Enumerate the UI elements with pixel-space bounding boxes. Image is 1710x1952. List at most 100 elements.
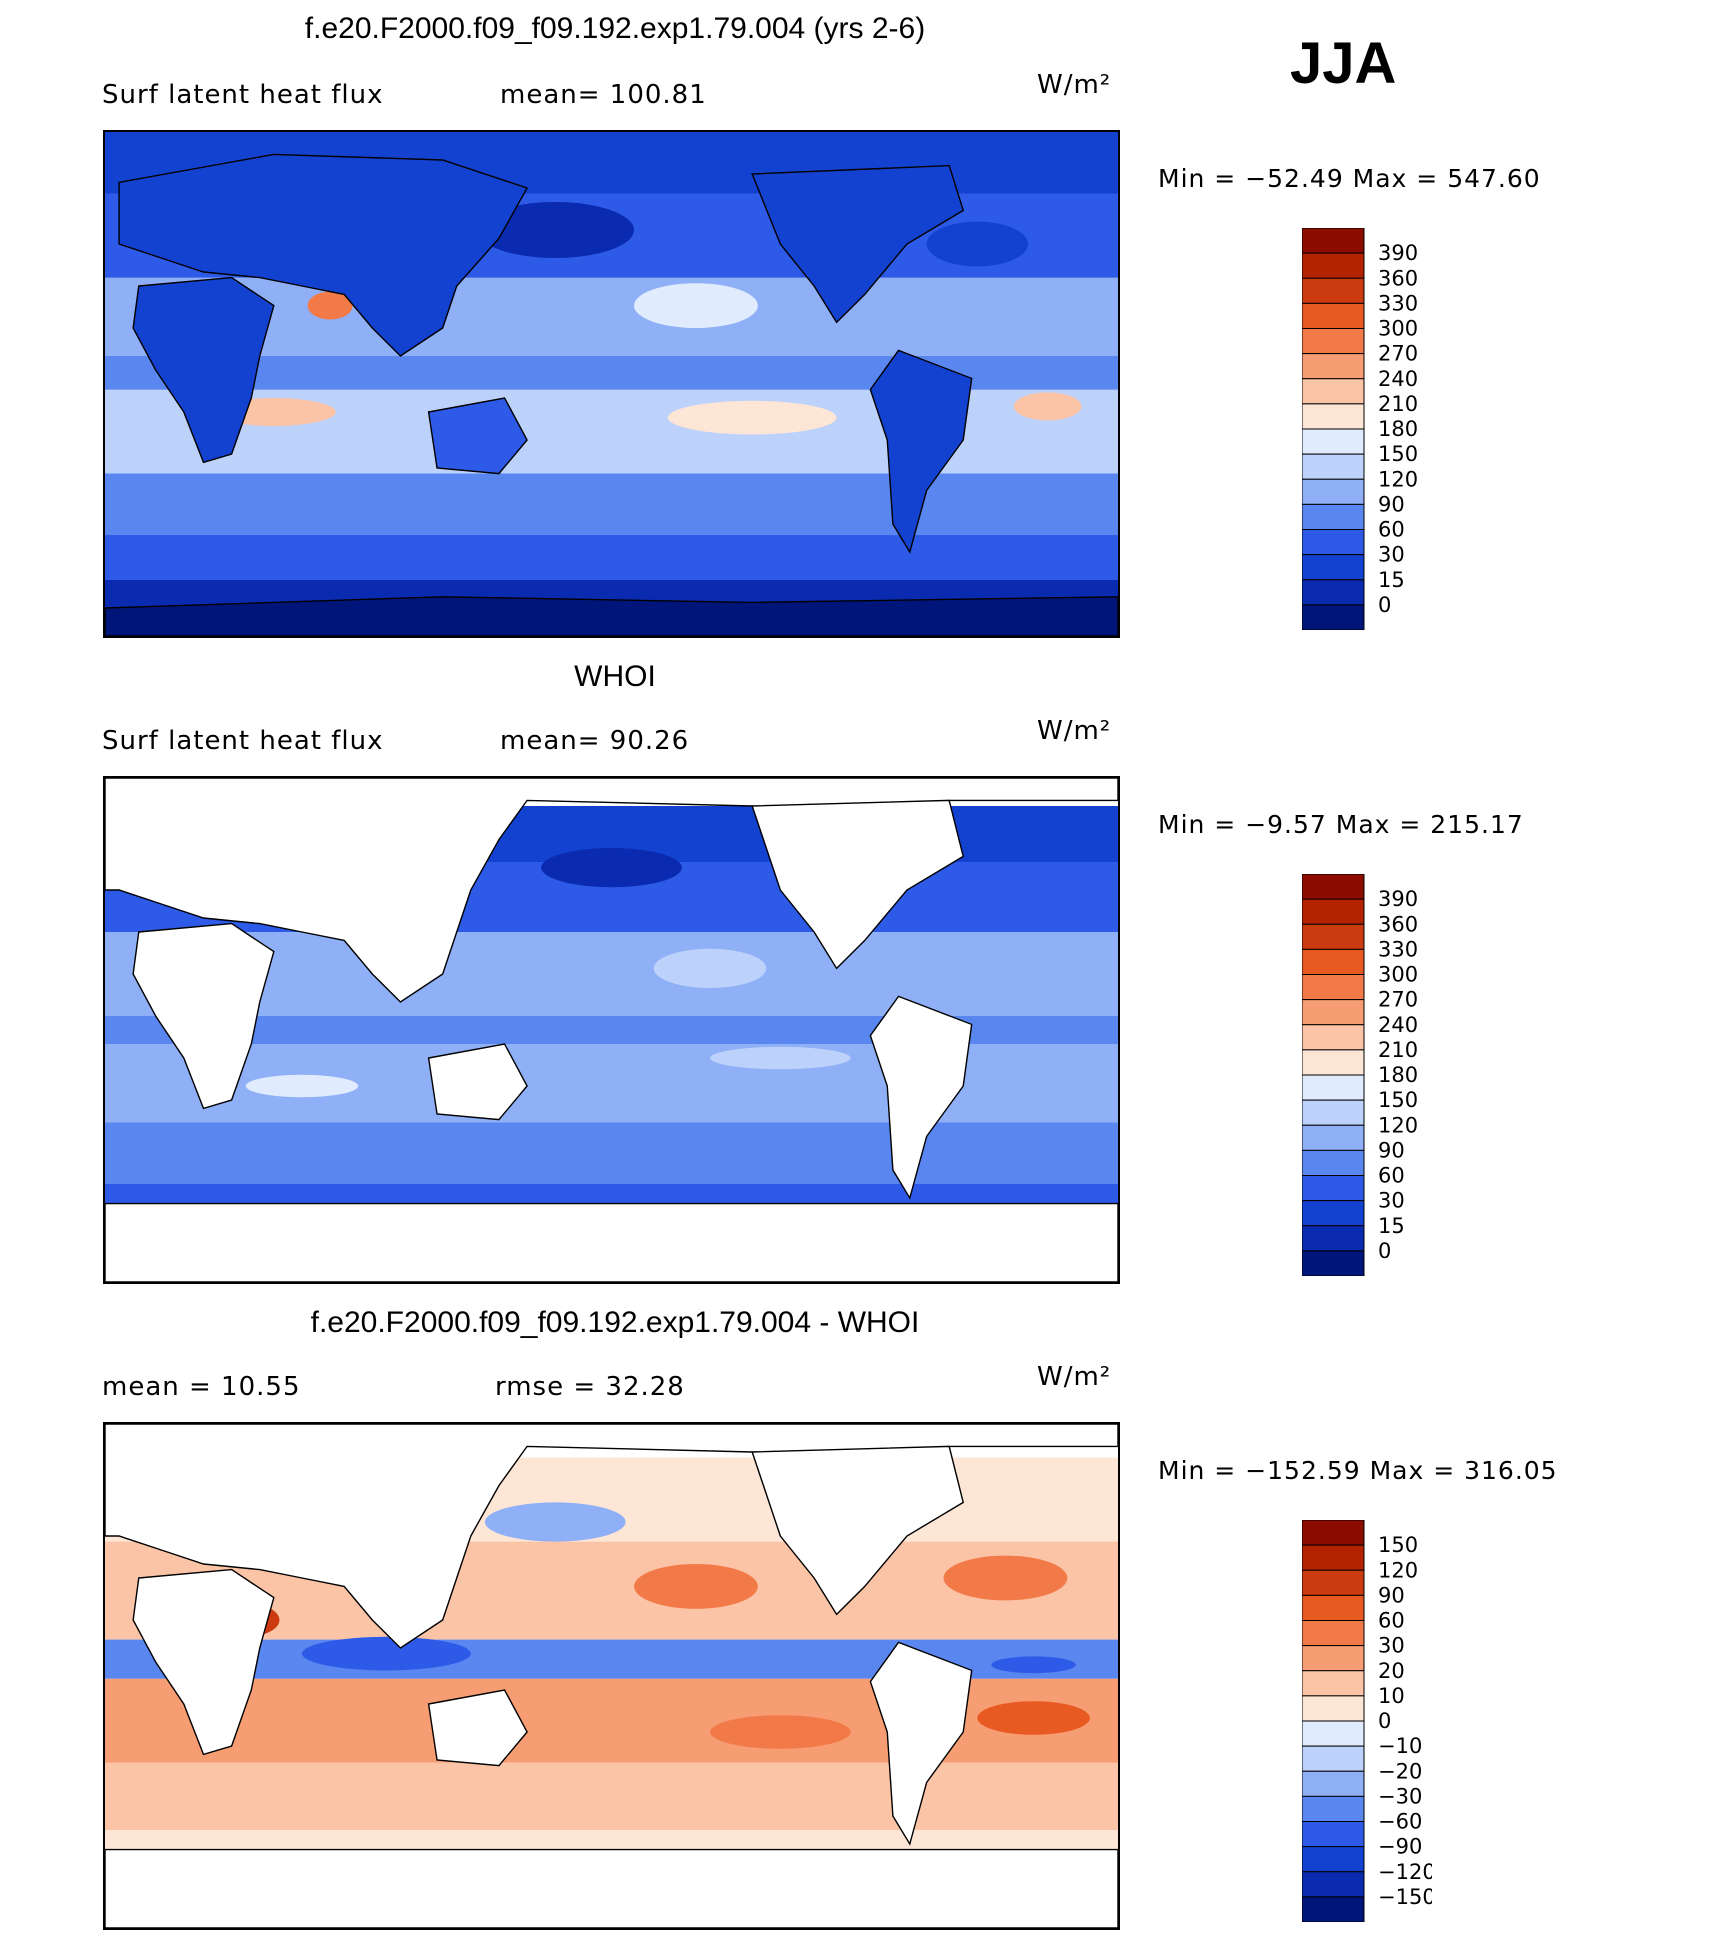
indo-pacific-negative [301,1636,471,1671]
panel-1-minmax: Min = −52.49 Max = 547.60 [1158,164,1541,193]
panel-2-map [103,776,1120,1284]
colorbar-box [1302,1149,1365,1176]
colorbar-box [1302,1745,1365,1772]
south-pacific-positive [709,1715,851,1749]
north-pacific-positive [634,1564,758,1609]
subtropical-high [634,283,758,328]
colorbar-box [1302,579,1365,606]
colorbar-box [1302,874,1365,900]
colorbar-tick-label: −60 [1378,1810,1422,1834]
colorbar-tick-label: 60 [1378,1164,1405,1188]
colorbar-tick-label: −150 [1378,1885,1432,1909]
north-atlantic-low [926,221,1028,267]
colorbar-tick-label: 360 [1378,912,1418,936]
colorbar-box [1302,604,1365,630]
colorbar-box [1302,302,1365,329]
panel-1-colorbar: 390 360 330 300 270 240 210 180 150 120 90 60 30 15 0 [1302,228,1432,630]
colorbar-box [1302,1520,1365,1546]
colorbar-tick-label: 60 [1378,1609,1405,1633]
band [105,1122,1118,1184]
colorbar-tick-label: 90 [1378,1138,1405,1162]
panel-2-units: W/m² [1037,716,1112,746]
colorbar-box [1302,428,1365,455]
colorbar-box [1302,277,1365,304]
panel-2-minmax: Min = −9.57 Max = 215.17 [1158,810,1524,839]
colorbar-box [1302,353,1365,380]
atlantic-itcz-negative [991,1656,1076,1674]
colorbar-tick-label: −30 [1378,1784,1422,1808]
colorbar-tick-label: 60 [1378,518,1405,542]
colorbar-tick-label: 210 [1378,392,1418,416]
north-pacific-low [541,848,682,888]
colorbar-box [1302,1024,1365,1051]
colorbar-box [1302,1871,1365,1898]
colorbar-tick-label: −90 [1378,1835,1422,1859]
band [105,1762,1118,1830]
colorbar-box [1302,1770,1365,1797]
colorbar-tick-label: 90 [1378,492,1405,516]
australia [427,1689,528,1767]
colorbar-tick-label: 240 [1378,1013,1418,1037]
africa [132,1568,275,1756]
panel-3-mean-label: mean = 10.55 [102,1372,301,1402]
trade-wind-maximum [709,1046,851,1070]
south-america [869,995,973,1200]
antarctica [105,1202,1118,1282]
panel-1-map [103,130,1120,638]
south-atlantic-positive [977,1701,1090,1735]
colorbar-tick-label: 270 [1378,988,1418,1012]
colorbar-tick-label: 150 [1378,442,1418,466]
colorbar-tick-label: 240 [1378,367,1418,391]
colorbar-box [1302,1124,1365,1151]
colorbar-tick-label: 360 [1378,266,1418,290]
colorbar-box [1302,1175,1365,1202]
colorbar-box [1302,378,1365,405]
panel-3-colorbar: 150 120 90 60 30 20 10 0 −10 −20 −30 −60 −90 −120 −150 [1302,1520,1432,1922]
north-america [751,164,965,324]
panel-2-colorbar: 390 360 330 300 270 240 210 180 150 120 90 60 30 15 0 [1302,874,1432,1276]
colorbar-box [1302,1720,1365,1747]
colorbar-tick-label: 150 [1378,1533,1418,1557]
colorbar-box [1302,403,1365,430]
colorbar-tick-label: 270 [1378,342,1418,366]
band [105,535,1118,580]
colorbar-box [1302,1594,1365,1621]
panel-3-units: W/m² [1037,1362,1112,1392]
colorbar-tick-label: 300 [1378,963,1418,987]
colorbar-tick-label: 120 [1378,1558,1418,1582]
colorbar-box [1302,1896,1365,1922]
panel-3-minmax: Min = −152.59 Max = 316.05 [1158,1456,1558,1485]
colorbar-box [1302,503,1365,530]
colorbar-tick-label: 300 [1378,317,1418,341]
colorbar-box [1302,1225,1365,1252]
colorbar-tick-label: 390 [1378,887,1418,911]
north-pacific-low [476,202,635,258]
colorbar-box [1302,478,1365,505]
panel-1-variable-label: Surf latent heat flux [102,80,384,110]
band [105,277,1118,356]
australia [427,1043,528,1121]
colorbar-tick-label: −10 [1378,1734,1422,1758]
colorbar-tick-label: 0 [1378,593,1391,617]
colorbar-tick-label: 0 [1378,1709,1391,1733]
north-atlantic-positive [943,1555,1068,1601]
north-america [751,799,965,970]
colorbar-tick-label: 30 [1378,1189,1405,1213]
subtropical-high [653,948,767,988]
colorbar-tick-label: 90 [1378,1583,1405,1607]
kuroshio-negative [484,1502,626,1542]
colorbar-box [1302,252,1365,279]
panel-1-mean-label: mean= 100.81 [500,80,707,110]
colorbar-box [1302,554,1365,581]
colorbar-box [1302,1099,1365,1126]
atlantic-maximum [1013,392,1082,421]
colorbar-box [1302,1049,1365,1076]
colorbar-box [1302,1821,1365,1848]
colorbar-tick-label: −20 [1378,1759,1422,1783]
panel-3-rmse-label: rmse = 32.28 [495,1372,685,1402]
colorbar-box [1302,1544,1365,1571]
colorbar-box [1302,453,1365,480]
colorbar-tick-label: 120 [1378,467,1418,491]
panel-2-variable-label: Surf latent heat flux [102,726,384,756]
colorbar-tick-label: 150 [1378,1088,1418,1112]
